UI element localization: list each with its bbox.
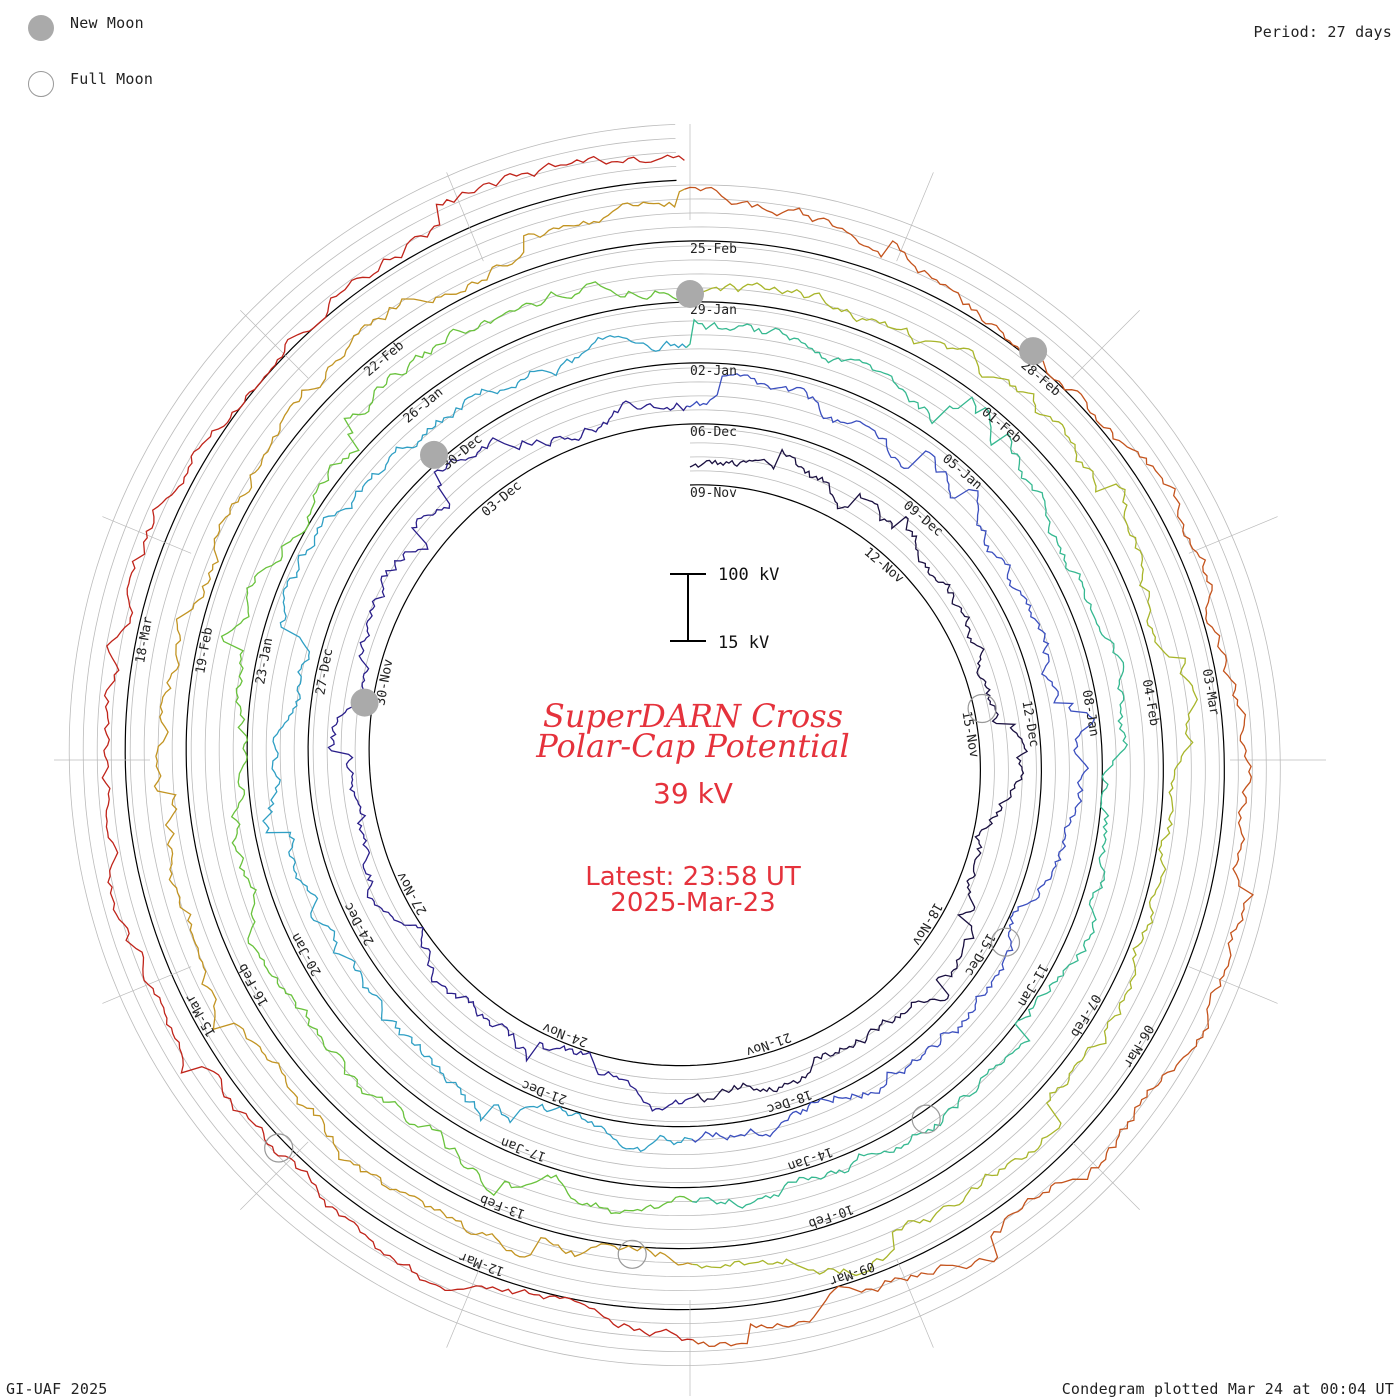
spiral-baseline <box>124 179 1225 1311</box>
pcp-series-turn <box>101 154 693 1342</box>
new-moon-marker <box>676 280 704 308</box>
date-tick-label: 24-Dec <box>341 900 377 948</box>
radial-spoke <box>446 172 484 262</box>
radial-spoke <box>240 310 309 379</box>
date-tick-label: 09-Mar <box>827 1258 876 1288</box>
date-tick-label: 27-Nov <box>394 869 431 917</box>
date-tick-label: 20-Jan <box>288 930 324 978</box>
date-tick-label: 10-Feb <box>806 1201 855 1231</box>
date-tick-label: 15-Nov <box>958 710 981 759</box>
full-moon-marker <box>967 693 997 724</box>
radial-spoke <box>1071 310 1140 379</box>
scale-bar: 100 kV 15 kV <box>670 565 779 653</box>
date-tick-label: 13-Feb <box>478 1191 527 1221</box>
footer-credit: GI-UAF 2025 <box>6 1380 108 1398</box>
pcp-series-turn <box>327 400 692 1112</box>
new-moon-marker <box>1019 337 1048 366</box>
spiral-gridline <box>68 124 1281 1367</box>
full-moon-marker <box>990 927 1021 957</box>
latest-date: 2025-Mar-23 <box>610 888 775 918</box>
radial-spoke <box>102 966 192 1004</box>
footer-plotted: Condegram plotted Mar 24 at 00:04 UT <box>1061 1380 1394 1398</box>
full-moon-legend-icon <box>28 71 54 97</box>
pcp-series-turn <box>685 318 1129 1209</box>
new-moon-marker <box>420 440 448 469</box>
spiral-gridline <box>96 152 1253 1339</box>
date-tick-label: 12-Nov <box>861 545 907 587</box>
date-tick-label: 12-Mar <box>457 1248 506 1278</box>
date-tick-label: 23-Jan <box>253 637 276 686</box>
full-moon-marker <box>617 1239 647 1269</box>
date-tick-label: 17-Jan <box>499 1134 548 1164</box>
full-moon-legend-label: Full Moon <box>70 70 154 88</box>
new-moon-legend-label: New Moon <box>70 14 144 32</box>
date-tick-label: 14-Jan <box>785 1144 834 1174</box>
date-tick-label: 24-Nov <box>540 1019 589 1049</box>
series-layer <box>101 154 1255 1348</box>
full-moon-marker <box>264 1133 294 1163</box>
latest-time: Latest: 23:58 UT <box>585 862 801 892</box>
date-tick-label: 21-Nov <box>744 1029 793 1059</box>
current-value: 39 kV <box>653 777 733 810</box>
full-moon-marker <box>911 1104 941 1134</box>
radial-spoke <box>446 1258 484 1348</box>
date-tick-label: 25-Feb <box>690 242 737 257</box>
date-tick-label: 02-Jan <box>690 364 737 379</box>
pcp-series-turn <box>153 188 693 1266</box>
pcp-series-turn <box>220 281 693 1215</box>
pcp-series-turn <box>689 448 1029 1103</box>
chart-title-line2: Polar-Cap Potential <box>535 727 849 765</box>
radial-spoke <box>240 1141 309 1210</box>
new-moon-marker <box>350 688 379 717</box>
pcp-series-turn <box>686 373 1096 1143</box>
date-tick-label: 27-Dec <box>313 647 336 696</box>
pcp-series-turn <box>262 335 692 1153</box>
radial-spoke <box>896 172 934 262</box>
radial-spoke <box>1071 1141 1140 1210</box>
moon-layer <box>264 280 1048 1269</box>
date-tick-label: 21-Dec <box>520 1076 569 1106</box>
pcp-series-turn <box>684 186 1255 1348</box>
date-tick-label: 15-Mar <box>183 991 220 1039</box>
date-tick-label: 03-Dec <box>479 478 525 520</box>
date-tick-label: 09-Nov <box>690 486 737 501</box>
spiral-gridline <box>82 138 1267 1353</box>
chart-title-line1: SuperDARN Cross <box>543 697 843 735</box>
date-tick-label: 06-Dec <box>690 425 737 440</box>
date-tick-label: 18-Mar <box>133 615 156 664</box>
scale-top-label: 100 kV <box>718 565 779 585</box>
pcp-series-turn <box>685 282 1199 1277</box>
date-tick-label: 26-Jan <box>401 385 447 427</box>
new-moon-legend-icon <box>28 15 54 41</box>
date-tick-label: 19-Feb <box>193 626 216 675</box>
scale-bottom-label: 15 kV <box>718 633 769 653</box>
radial-spoke <box>896 1258 934 1348</box>
spiral-gridline <box>110 166 1239 1325</box>
date-tick-label: 29-Jan <box>690 303 737 318</box>
date-tick-label: 04-Feb <box>1139 678 1162 727</box>
date-tick-label: 22-Feb <box>361 338 407 380</box>
radial-spoke <box>1188 966 1278 1004</box>
date-tick-label: 18-Nov <box>908 900 945 948</box>
radial-spoke <box>1188 516 1278 554</box>
period-label: Period: 27 days <box>1253 23 1392 41</box>
